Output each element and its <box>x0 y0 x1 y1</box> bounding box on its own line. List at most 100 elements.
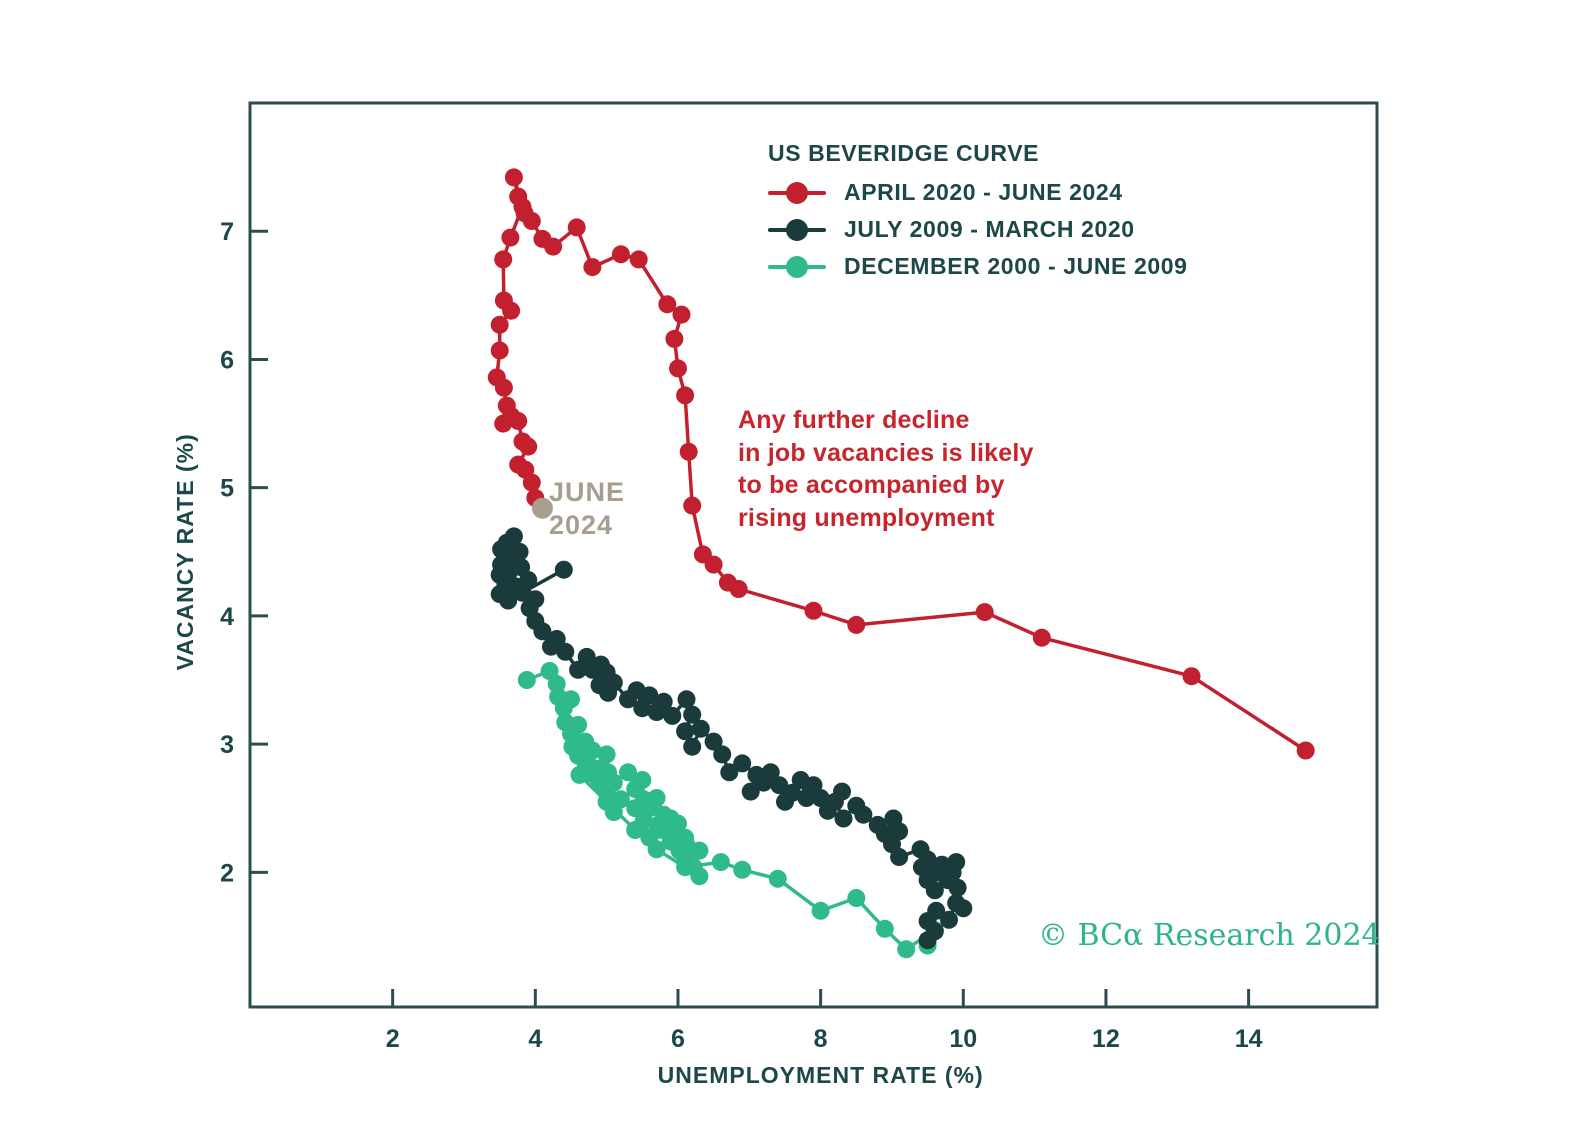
series-1 <box>490 527 973 950</box>
data-point <box>672 305 691 324</box>
data-point <box>875 919 894 938</box>
data-point <box>513 197 532 216</box>
y-axis-label: VACANCY RATE (%) <box>172 433 198 670</box>
data-point <box>577 647 596 666</box>
data-point <box>569 715 588 734</box>
data-point <box>669 359 687 378</box>
annotation-text: Any further decline in job vacancies is … <box>738 404 1034 534</box>
data-point <box>927 901 946 920</box>
data-point <box>797 789 816 807</box>
legend-label: DECEMBER 2000 - JUNE 2009 <box>844 253 1188 279</box>
data-point <box>499 591 518 610</box>
june-2024-point-label: JUNE 2024 <box>549 476 625 542</box>
data-point <box>834 809 853 828</box>
data-point <box>791 771 810 789</box>
data-point <box>868 815 887 834</box>
data-point <box>975 603 994 622</box>
series-line <box>525 669 937 952</box>
data-point <box>733 860 752 879</box>
data-point <box>522 473 541 492</box>
data-point <box>847 889 866 907</box>
data-point <box>658 295 677 314</box>
red-dot-icon <box>786 181 808 204</box>
data-point <box>554 560 573 579</box>
x-tick-label: 12 <box>1092 1025 1120 1053</box>
x-tick-label: 8 <box>814 1025 828 1053</box>
data-point <box>501 228 520 247</box>
data-point <box>770 776 789 795</box>
data-point <box>741 782 760 801</box>
data-point <box>533 229 552 248</box>
data-point <box>693 545 712 564</box>
data-point <box>626 799 645 818</box>
data-point <box>663 706 682 725</box>
data-point <box>597 792 616 811</box>
june-label-line: 2024 <box>549 510 614 540</box>
data-point <box>676 858 695 877</box>
data-point <box>747 765 766 784</box>
legend-item-july-2009-march-2020: JULY 2009 - MARCH 2020 <box>768 211 1188 248</box>
data-point <box>1182 667 1201 686</box>
series-2 <box>517 662 944 959</box>
data-point <box>679 442 698 461</box>
data-point <box>619 690 637 709</box>
june-2024-highlight-point <box>531 497 553 519</box>
data-point <box>629 250 648 269</box>
dark-series-marker-icon <box>768 218 826 241</box>
x-tick-label: 2 <box>386 1025 400 1053</box>
data-point <box>954 899 973 918</box>
data-point <box>512 558 531 577</box>
data-point <box>494 378 513 397</box>
data-point <box>542 637 560 656</box>
data-point <box>683 737 702 756</box>
data-point <box>1032 628 1051 647</box>
data-point <box>669 814 687 833</box>
green-dot-icon <box>786 255 808 278</box>
data-point <box>626 821 645 839</box>
data-point <box>494 553 513 572</box>
green-series-marker-icon <box>768 255 826 278</box>
data-point <box>633 771 652 789</box>
annotation-line: rising unemployment <box>738 503 995 532</box>
data-point <box>597 745 616 764</box>
data-point <box>494 250 513 269</box>
x-tick-label: 4 <box>528 1025 542 1053</box>
data-point <box>811 901 830 920</box>
data-point <box>733 754 752 773</box>
data-point <box>569 660 588 679</box>
legend-title: US BEVERIDGE CURVE <box>768 140 1040 166</box>
data-point <box>718 573 737 592</box>
y-tick-label: 2 <box>220 859 234 887</box>
data-point <box>804 601 823 620</box>
legend-item-april-2020-june-2024: APRIL 2020 - JUNE 2024 <box>768 174 1188 211</box>
y-tick-label: 7 <box>220 218 234 246</box>
data-point <box>611 245 630 264</box>
data-point <box>510 542 529 561</box>
data-point <box>647 789 666 807</box>
data-point <box>713 745 732 764</box>
data-point <box>947 853 966 872</box>
data-point <box>911 840 930 859</box>
data-point <box>897 940 916 959</box>
x-axis: 2 4 6 8 10 12 14 <box>386 989 1263 1053</box>
data-point <box>776 792 794 811</box>
data-point <box>847 796 866 815</box>
data-point <box>1296 741 1315 760</box>
data-point <box>665 329 684 348</box>
x-tick-label: 6 <box>671 1025 685 1053</box>
data-point <box>690 867 709 886</box>
data-point <box>590 676 609 695</box>
data-point <box>925 881 944 900</box>
data-point <box>519 437 538 456</box>
plot-border <box>248 101 1379 1009</box>
data-point <box>490 341 509 360</box>
data-point <box>517 671 536 689</box>
y-tick-label: 5 <box>220 475 234 503</box>
data-point <box>633 699 652 718</box>
data-point <box>677 836 696 855</box>
series-0 <box>487 168 1315 760</box>
data-point <box>562 690 580 709</box>
data-point <box>918 931 937 950</box>
y-tick-label: 4 <box>220 603 234 631</box>
